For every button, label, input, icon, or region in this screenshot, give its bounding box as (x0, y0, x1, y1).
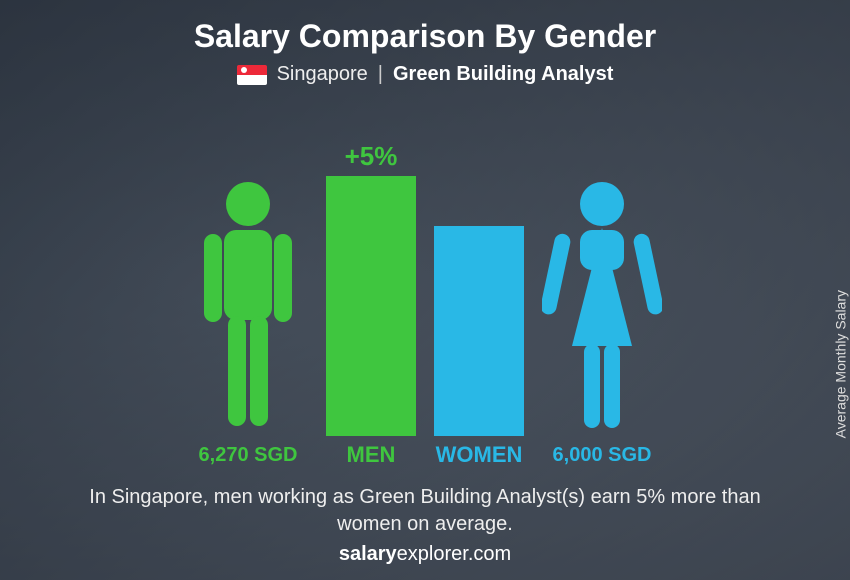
men-category-label: MEN (326, 442, 416, 468)
chart-area: +5% (65, 96, 785, 436)
men-pct-diff: +5% (345, 141, 398, 172)
men-salary-value: 6,270 SGD (188, 444, 308, 467)
women-bar (434, 226, 524, 436)
subtitle-row: Singapore | Green Building Analyst (237, 63, 614, 86)
singapore-flag-icon (237, 65, 267, 85)
country-label: Singapore (277, 63, 368, 86)
women-bar-col (434, 222, 524, 436)
woman-icon (542, 176, 662, 436)
footer-brand-rest: explorer.com (397, 543, 512, 565)
women-figure-col (542, 176, 662, 436)
women-category-label: WOMEN (434, 442, 524, 468)
men-figure-col (188, 176, 308, 436)
men-bar-col: +5% (326, 141, 416, 436)
man-icon (188, 176, 308, 436)
men-bar (326, 176, 416, 436)
separator: | (378, 63, 383, 86)
content-wrapper: Salary Comparison By Gender Singapore | … (0, 0, 850, 580)
women-salary-value: 6,000 SGD (542, 444, 662, 467)
footer-brand-bold: salary (339, 543, 397, 565)
footer-brand: salaryexplorer.com (0, 543, 850, 566)
page-title: Salary Comparison By Gender (194, 18, 656, 55)
job-title: Green Building Analyst (393, 63, 613, 86)
chart-label-row: 6,270 SGD MEN WOMEN 6,000 SGD (65, 442, 785, 468)
y-axis-label: Average Monthly Salary (832, 290, 848, 438)
description-text: In Singapore, men working as Green Build… (75, 484, 775, 538)
